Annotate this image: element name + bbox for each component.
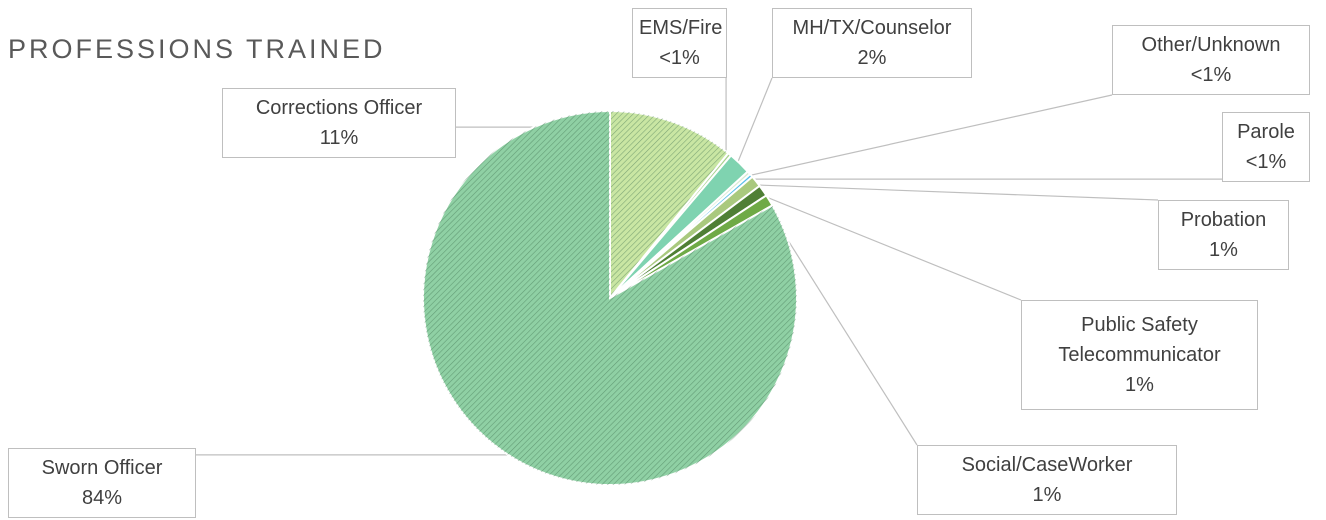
label-name: MH/TX/Counselor (792, 17, 952, 39)
label-value: 1% (1032, 484, 1062, 506)
hatch (422, 111, 797, 485)
label-name: Parole (1237, 121, 1295, 143)
label-value: 84% (81, 487, 123, 509)
label-value: 11% (319, 127, 359, 149)
leader-lines (196, 77, 1222, 456)
data-label: EMS/Fire <1% (632, 8, 727, 78)
chart-title: PROFESSIONS TRAINED (8, 34, 386, 64)
leader-line (735, 77, 773, 168)
label-value: 1% (1125, 374, 1154, 396)
label-value: <1% (659, 47, 700, 69)
label-value: <1% (1190, 64, 1232, 86)
leader-line (751, 184, 1159, 201)
label-name: Social/CaseWorker (961, 454, 1133, 476)
label-name: Public Safety Telecommunicator (1058, 314, 1221, 366)
data-label: Public Safety Telecommunicator 1% (1021, 300, 1258, 410)
data-label: Corrections Officer 11% (222, 88, 456, 158)
data-label: Other/Unknown <1% (1112, 25, 1310, 95)
leader-line (758, 193, 1022, 301)
data-label: Probation 1% (1158, 200, 1289, 270)
label-name: Other/Unknown (1141, 34, 1281, 56)
label-name: EMS/Fire (639, 17, 723, 39)
data-label: Sworn Officer 84% (8, 448, 196, 518)
label-name: Probation (1180, 209, 1267, 231)
data-label: MH/TX/Counselor 2% (772, 8, 972, 78)
label-name: Sworn Officer (41, 457, 163, 479)
label-value: <1% (1245, 151, 1287, 173)
leader-line (744, 94, 1113, 178)
data-label: Social/CaseWorker 1% (917, 445, 1177, 515)
leader-line (764, 202, 918, 446)
hatch (610, 111, 729, 298)
data-label: Parole <1% (1222, 112, 1310, 182)
slices (422, 109, 798, 486)
label-value: 2% (857, 47, 887, 69)
label-name: Corrections Officer (255, 97, 423, 119)
label-value: 1% (1209, 239, 1238, 261)
